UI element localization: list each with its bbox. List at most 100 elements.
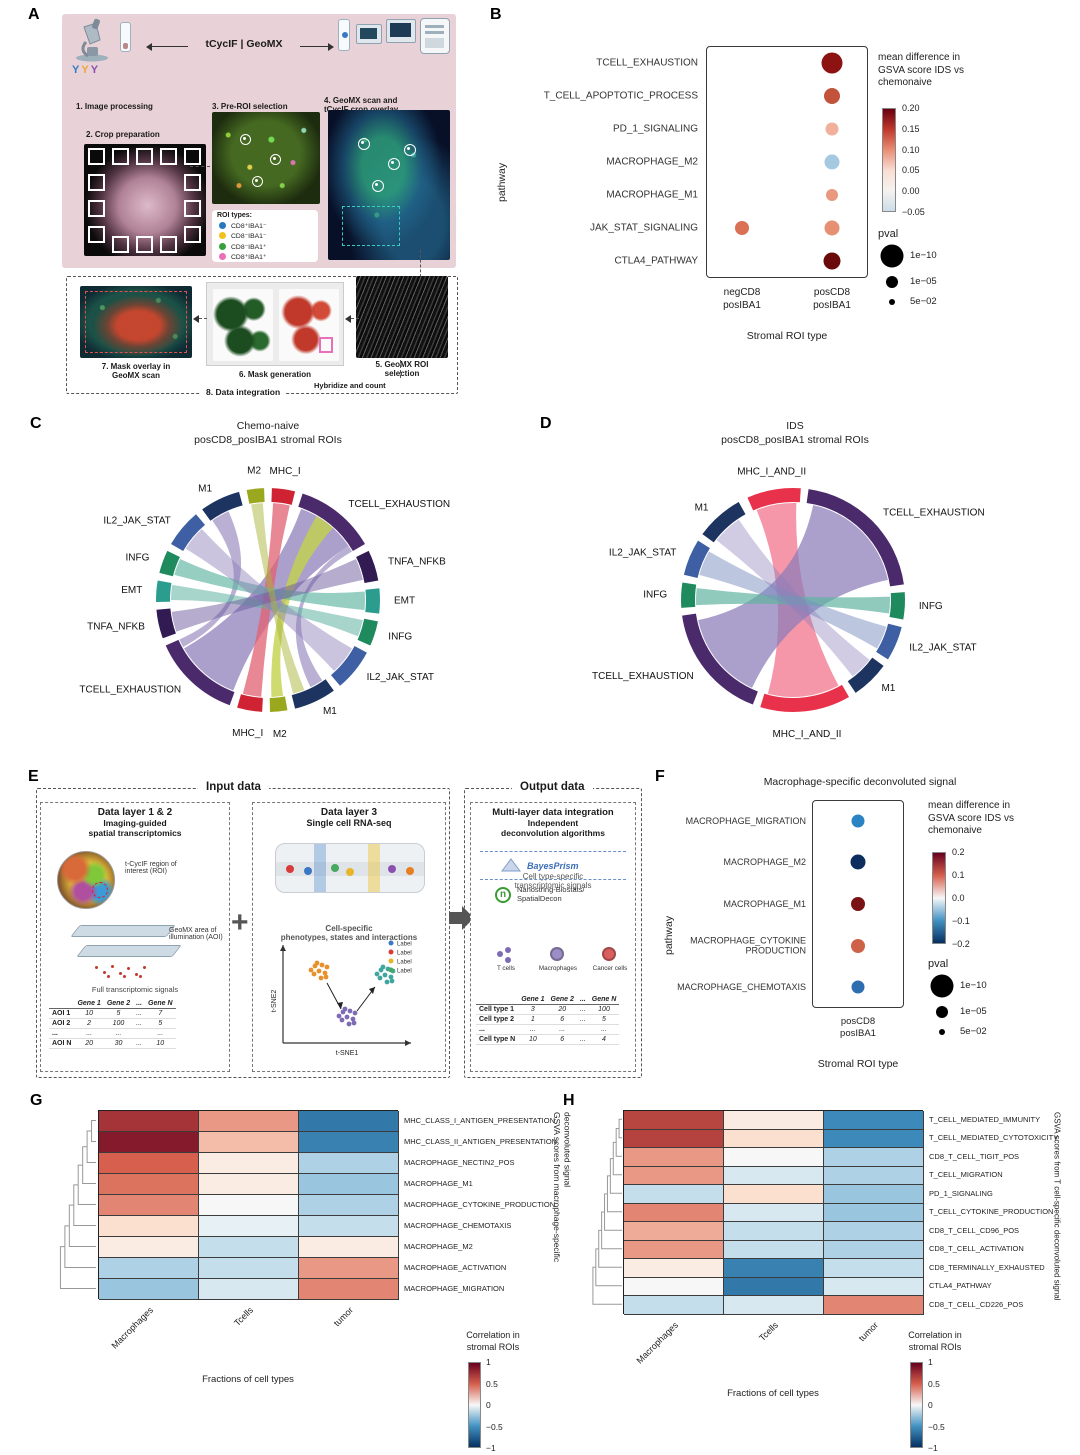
legend-tick: −0.5 xyxy=(928,1421,945,1432)
chord-sector xyxy=(165,639,235,706)
gene-table-cell: ... xyxy=(576,1014,589,1025)
gene-table-cell: 5 xyxy=(588,1014,620,1025)
chord-ribbon xyxy=(716,519,870,677)
box1-signals-caption: Full transcriptomic signals xyxy=(91,985,179,994)
dotplot-row-label: JAK_STAT_SIGNALING xyxy=(590,222,698,234)
chord-sector xyxy=(298,493,365,551)
arrow-left-line xyxy=(152,46,188,47)
heatmap-cell xyxy=(299,1153,399,1174)
legend-size-dot xyxy=(930,974,954,998)
output-data-header: Output data xyxy=(512,781,593,793)
legend-size-title: pval xyxy=(878,228,899,240)
legend-tick: −1 xyxy=(928,1443,938,1453)
dendrogram-branch xyxy=(59,1246,96,1289)
cell-dot xyxy=(388,865,396,873)
legend-tick: 1 xyxy=(486,1357,491,1367)
heatmap-cell xyxy=(624,1203,724,1222)
panel-h-label: H xyxy=(563,1092,575,1109)
gene-table-cell: 30 xyxy=(103,1038,134,1049)
tsne-cluster-dot xyxy=(319,962,325,968)
aoi-signal-dots xyxy=(93,963,153,979)
crop-grid-square xyxy=(136,148,153,165)
chord-sector-label: IL2_JAK_STAT xyxy=(367,672,434,683)
chord-sector xyxy=(876,623,902,660)
gene-table-cell: 4 xyxy=(588,1034,620,1045)
legend-color-tick: 0.20 xyxy=(902,103,920,113)
heatmap-row-label: CD8_T_CELL_CD226_POS xyxy=(929,1299,1024,1309)
heatmap-cell xyxy=(724,1129,824,1148)
gene-table-cell: 10 xyxy=(518,1034,548,1045)
heatmap-row-label: MHC_CLASS_I_ANTIGEN_PRESENTATION xyxy=(404,1116,556,1125)
legend-color-tick: −0.05 xyxy=(902,207,925,217)
cell-type-group: Macrophages xyxy=(533,945,583,985)
heatmap-cell xyxy=(99,1132,199,1153)
heatmap-col-label: tumor xyxy=(856,1319,881,1343)
multi-layer-integration-box: Multi-layer data integration Independent… xyxy=(470,802,636,1072)
legend-size-dot xyxy=(886,275,898,288)
gene-table-cell: 6 xyxy=(547,1034,577,1045)
gene-table-cell: ... xyxy=(576,1034,589,1045)
gene-table-cell: 3 xyxy=(518,1004,548,1015)
dotplot-point xyxy=(824,87,840,104)
tsne-cluster-dot xyxy=(344,1014,350,1020)
cell-dot xyxy=(406,867,414,875)
heatmap-cell xyxy=(299,1132,399,1153)
heatmap-row-label: MACROPHAGE_CHEMOTAXIS xyxy=(404,1221,512,1230)
monitor-icon-large xyxy=(386,19,416,43)
tsne-cluster-dot xyxy=(389,978,395,984)
heatmap-cell xyxy=(824,1240,924,1259)
roi-marker-dot xyxy=(361,141,364,144)
nanostring-logo-icon: n xyxy=(495,887,511,903)
roi-marker-icon xyxy=(270,154,281,165)
antibody-blue-icon: Y xyxy=(72,64,82,76)
chip-band-blue xyxy=(314,844,326,892)
heatmap-col-label: Tcells xyxy=(232,1305,256,1328)
heatmap-row-label: MACROPHAGE_CYTOKINE_PRODUCTION xyxy=(404,1200,556,1209)
dotplot-point xyxy=(850,854,866,870)
heatmap-row-label: MACROPHAGE_M1 xyxy=(404,1179,473,1188)
divider xyxy=(480,851,626,852)
tsne-cluster-dot xyxy=(322,970,328,976)
gene-table-cell: 20 xyxy=(547,1004,577,1015)
tsne-cluster-dot xyxy=(350,1016,356,1022)
panel-d-title-line1: IDS xyxy=(786,420,804,432)
heatmap-row-label: MACROPHAGE_M2 xyxy=(404,1242,473,1251)
heatmap-cell xyxy=(199,1132,299,1153)
panel-a-pink-background: YYY tCycIF | GeoMX 1. Image processing 3… xyxy=(62,14,456,268)
gene-table-header: Gene 2 xyxy=(103,999,134,1009)
signal-dot xyxy=(119,972,122,975)
signal-dot xyxy=(103,971,106,974)
heatmap-cell xyxy=(199,1216,299,1237)
chord-sector-label: IL2_JAK_STAT xyxy=(103,516,170,527)
signal-dot xyxy=(107,975,110,978)
antibody-icons: YYY xyxy=(72,64,100,76)
dashed-connector xyxy=(199,318,207,319)
heatmap-cell xyxy=(624,1277,724,1296)
heatmap-cell xyxy=(824,1277,924,1296)
heatmap-cell xyxy=(624,1166,724,1185)
dotplot-row-label: CTLA4_PATHWAY xyxy=(614,255,698,267)
heatmap-cell xyxy=(824,1296,924,1315)
gene-table-cell: AOI 1 xyxy=(49,1008,75,1019)
roi-marker-icon xyxy=(372,180,384,192)
chord-sector-label: M1 xyxy=(881,683,895,694)
dashed-connector xyxy=(351,318,359,319)
dotplot-row-label: MACROPHAGE_M1 xyxy=(723,898,806,909)
chord-sector-label: MHC_I_AND_II xyxy=(772,729,841,740)
heatmap-row-label: MACROPHAGE_ACTIVATION xyxy=(404,1263,507,1272)
legend-color-tick: 0.00 xyxy=(902,186,920,197)
crop-grid-square xyxy=(112,236,129,253)
panel-e-label: E xyxy=(28,768,39,785)
roi-type-item: CD8⁻IBA1⁺ xyxy=(217,242,313,251)
monitor-icon-small xyxy=(356,24,382,44)
crop-preparation-image xyxy=(84,144,206,256)
heatmap-cell xyxy=(724,1222,824,1241)
panel-g-right-axis-title: GSVA scores from macrophage-specific dec… xyxy=(552,1112,573,1263)
panel-b-x-axis-title: Stromal ROI type xyxy=(746,330,828,342)
panel-c-label: C xyxy=(30,415,42,432)
crop-grid-square xyxy=(88,148,105,165)
chord-sector-label: M2 xyxy=(273,729,287,740)
arrow-left-icon xyxy=(146,43,152,51)
